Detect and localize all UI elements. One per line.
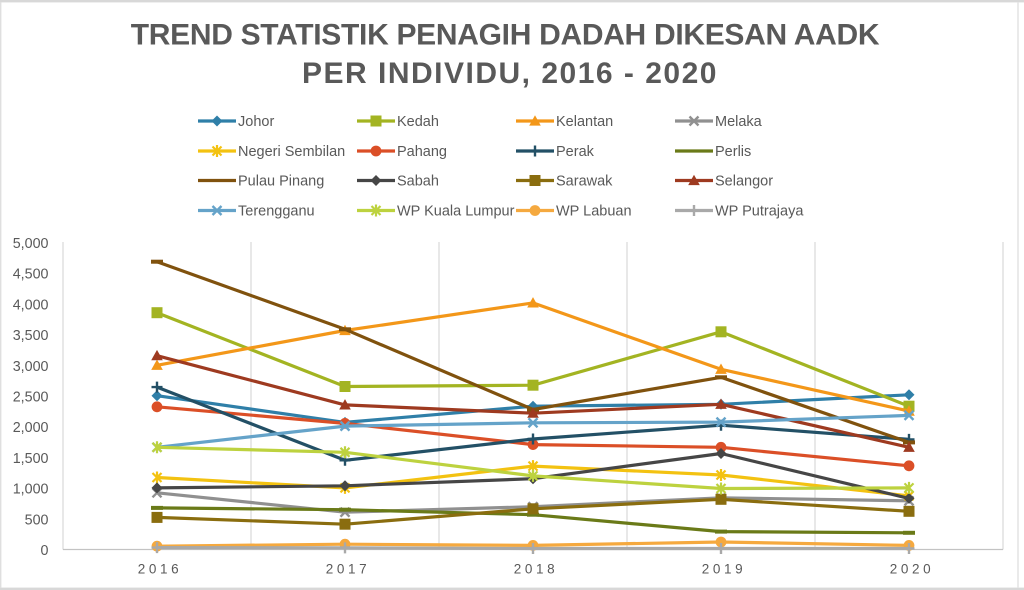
svg-text:4,000: 4,000 (13, 297, 49, 313)
svg-text:Sarawak: Sarawak (556, 174, 613, 190)
svg-text:WP Labuan: WP Labuan (556, 204, 632, 220)
svg-text:500: 500 (25, 513, 49, 529)
svg-text:2020: 2020 (890, 562, 934, 577)
svg-text:Kedah: Kedah (397, 114, 439, 130)
svg-text:Pulau Pinang: Pulau Pinang (238, 174, 324, 190)
svg-text:Perak: Perak (556, 144, 595, 160)
svg-text:Selangor: Selangor (715, 174, 773, 190)
svg-text:Johor: Johor (238, 114, 274, 130)
svg-text:TREND STATISTIK PENAGIH DADAH: TREND STATISTIK PENAGIH DADAH DIKESAN AA… (131, 19, 880, 52)
svg-text:Kelantan: Kelantan (556, 114, 613, 130)
svg-text:2017: 2017 (326, 562, 370, 577)
svg-text:5,000: 5,000 (13, 236, 49, 252)
svg-text:2,500: 2,500 (13, 390, 49, 406)
svg-text:Melaka: Melaka (715, 114, 763, 130)
svg-text:3,500: 3,500 (13, 328, 49, 344)
svg-text:PER INDIVIDU, 2016 - 2020: PER INDIVIDU, 2016 - 2020 (302, 57, 718, 90)
svg-text:Pahang: Pahang (397, 144, 447, 160)
svg-text:Terengganu: Terengganu (238, 204, 315, 220)
svg-text:4,500: 4,500 (13, 267, 49, 283)
svg-text:1,000: 1,000 (13, 482, 49, 498)
svg-text:Perlis: Perlis (715, 144, 751, 160)
svg-text:WP Putrajaya: WP Putrajaya (715, 204, 804, 220)
svg-text:2019: 2019 (702, 562, 746, 577)
svg-text:0: 0 (41, 543, 49, 559)
svg-text:Negeri Sembilan: Negeri Sembilan (238, 144, 345, 160)
svg-text:2018: 2018 (514, 562, 558, 577)
svg-text:WP Kuala Lumpur: WP Kuala Lumpur (397, 204, 515, 220)
svg-text:Sabah: Sabah (397, 174, 439, 190)
svg-text:1,500: 1,500 (13, 451, 49, 467)
svg-text:2,000: 2,000 (13, 420, 49, 436)
svg-text:3,000: 3,000 (13, 359, 49, 375)
svg-text:2016: 2016 (138, 562, 182, 577)
